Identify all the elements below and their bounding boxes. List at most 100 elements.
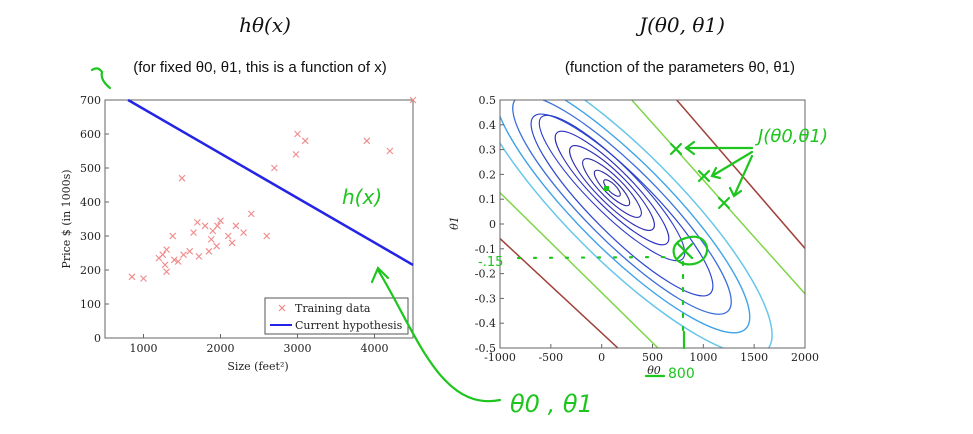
right-ytick-label: 0.1 — [479, 193, 497, 206]
contour-outer-green-left — [500, 191, 660, 348]
training-point — [194, 219, 201, 226]
training-point — [170, 256, 178, 264]
training-point — [386, 147, 394, 155]
left-ytick-label: 400 — [80, 196, 101, 209]
contour-ring-5 — [538, 114, 686, 262]
legend-box — [264, 297, 409, 335]
pen-arrowhead-line — [370, 266, 390, 284]
training-point — [201, 222, 209, 230]
training-point — [217, 217, 224, 225]
pen-label-th1-value: -.15 — [478, 255, 503, 270]
contour-ring-3 — [512, 100, 732, 315]
contour-ring-9 — [593, 169, 631, 207]
left-xtick-label: 2000 — [207, 342, 235, 355]
right-ytick-label: -0.1 — [475, 243, 496, 256]
right-x-axis-label: θ0 — [647, 364, 661, 377]
training-point — [180, 251, 187, 259]
training-point — [292, 151, 300, 158]
pen-label-hx: h(x) — [342, 185, 382, 209]
right-xtick-label: 1500 — [740, 351, 768, 364]
training-point — [190, 229, 197, 236]
legend-hypothesis-label: Current hypothesis — [295, 319, 403, 332]
left-legend: Training data Current hypothesis — [264, 297, 409, 335]
training-point — [205, 247, 213, 255]
right-ytick-label: -0.4 — [475, 317, 496, 330]
right-ytick-label: -0.2 — [475, 268, 496, 281]
training-point — [228, 239, 236, 247]
right-xtick-label: -1000 — [484, 351, 516, 364]
pen-arrow-to-line — [376, 268, 502, 403]
pen-circle-point — [672, 235, 709, 266]
training-point — [161, 261, 169, 269]
contour-ring-8 — [582, 158, 642, 218]
left-ytick-label: 500 — [80, 162, 101, 175]
pen-x-2 — [697, 169, 711, 183]
pen-x-1 — [669, 142, 683, 156]
training-point — [128, 273, 136, 281]
right-ytick-label: -0.5 — [475, 342, 496, 355]
contour-ring-10 — [603, 179, 621, 197]
right-y-axis-label: θ1 — [448, 216, 461, 230]
training-point — [169, 232, 177, 240]
right-ytick-label: -0.3 — [475, 292, 496, 305]
training-point — [163, 268, 170, 276]
contour-ring-4 — [530, 113, 714, 297]
right-ytick-label: 0.3 — [479, 144, 497, 157]
right-xtick-label: 0 — [598, 351, 605, 364]
left-ytick-label: 100 — [80, 298, 101, 311]
left-xtick-label: 4000 — [361, 342, 389, 355]
right-chart: -0.5 -0.4 -0.3 -0.2 -0.1 0 0.1 0.2 0.3 0.4 0.5 -10… — [448, 94, 819, 377]
training-point — [174, 258, 182, 265]
contour-ring-1 — [500, 100, 773, 348]
right-ytick-label: 0.5 — [479, 94, 497, 107]
right-subtitle: (function of the parameters θ0, θ1) — [565, 59, 795, 76]
training-point — [301, 137, 309, 145]
right-ytick-label: 0.2 — [479, 168, 497, 181]
training-point — [294, 130, 301, 138]
right-xtick-label: 1000 — [689, 351, 717, 364]
training-point — [163, 246, 170, 253]
minimum-marker — [604, 186, 609, 191]
training-point — [159, 251, 167, 259]
pen-arrow-J-3 — [728, 154, 754, 198]
pen-x-point — [676, 242, 694, 260]
pen-label-J: J(θ0,θ1) — [755, 126, 828, 147]
right-ytick-label: 0 — [489, 218, 496, 231]
legend-training-marker — [278, 304, 286, 312]
training-point — [207, 236, 215, 243]
right-xtick-label: -500 — [538, 351, 563, 364]
right-ytick-label: 0.4 — [479, 119, 497, 132]
pen-dotted-theta1 — [516, 255, 672, 260]
left-title: hθ(x) — [239, 13, 291, 37]
contour-lines — [500, 100, 805, 348]
pen-arrow-J-2 — [710, 150, 754, 180]
training-point — [232, 222, 240, 230]
left-xtick-label: 1000 — [130, 342, 158, 355]
right-title: J(θ0, θ1) — [635, 13, 725, 37]
left-ytick-label: 0 — [94, 332, 101, 345]
training-point — [263, 232, 271, 240]
right-xtick-label: 500 — [642, 351, 663, 364]
pen-annotations — [90, 67, 754, 403]
training-point — [224, 232, 232, 240]
left-subtitle: (for fixed θ0, θ1, this is a function of… — [133, 59, 386, 76]
pen-arrow-mark-topleft — [90, 67, 112, 90]
contour-outer-brown-right — [675, 100, 805, 250]
pen-label-th0-value: 800 — [668, 366, 695, 382]
legend-training-label: Training data — [295, 302, 371, 315]
training-point — [214, 222, 221, 230]
training-point — [140, 275, 147, 282]
left-ytick-label: 300 — [80, 230, 101, 243]
contour-ring-2 — [500, 100, 751, 334]
training-point — [363, 137, 371, 145]
contour-outer-brown-left — [500, 237, 619, 348]
left-ytick-label: 600 — [80, 128, 101, 141]
training-point — [271, 164, 278, 172]
right-xtick-label: 2000 — [791, 351, 819, 364]
left-y-axis-label: Price $ (in 1000s) — [60, 169, 73, 268]
training-point — [186, 247, 194, 255]
training-point — [213, 242, 221, 250]
contour-ring-6 — [554, 130, 670, 246]
